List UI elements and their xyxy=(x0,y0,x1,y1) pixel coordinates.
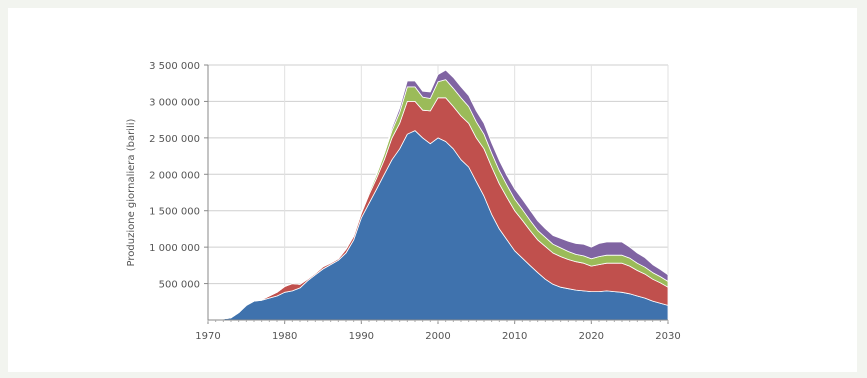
y-tick-label: 1 000 000 xyxy=(149,243,200,254)
x-tick-label: 2000 xyxy=(425,331,450,342)
y-axis-label: Produzione giornaliera (barili) xyxy=(126,118,137,266)
area-series xyxy=(207,69,669,321)
chart-card: 1970 1980 1990 2000 2010 2020 2030 500 000 1 00… xyxy=(8,8,857,372)
x-tick-label: 2010 xyxy=(502,331,527,342)
x-tick-label: 1970 xyxy=(195,331,220,342)
y-tick-label: 3 500 000 xyxy=(149,61,200,72)
x-tick-label: 1980 xyxy=(272,331,297,342)
y-tick-label: 2 500 000 xyxy=(149,134,200,145)
x-axis: 1970 1980 1990 2000 2010 2020 2030 xyxy=(195,320,681,342)
x-tick-label: 1990 xyxy=(349,331,374,342)
stacked-area-chart: 1970 1980 1990 2000 2010 2020 2030 500 000 1 00… xyxy=(126,61,681,342)
x-tick-label: 2020 xyxy=(579,331,604,342)
y-tick-label: 2 000 000 xyxy=(149,170,200,181)
x-tick-label: 2030 xyxy=(655,331,680,342)
y-tick-label: 1 500 000 xyxy=(149,207,200,218)
y-axis: 500 000 1 000 000 1 500 000 2 000 000 2 500 … xyxy=(149,61,208,291)
area-series-4 xyxy=(207,69,669,321)
y-tick-label: 3 000 000 xyxy=(149,97,200,108)
y-tick-label: 500 000 xyxy=(159,280,200,291)
